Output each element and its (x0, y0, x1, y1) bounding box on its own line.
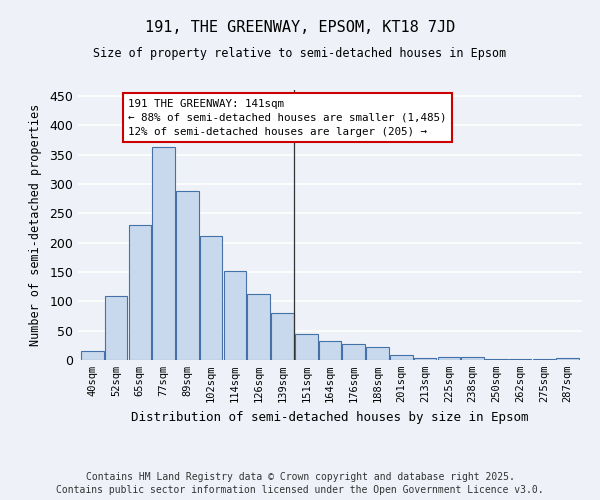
Y-axis label: Number of semi-detached properties: Number of semi-detached properties (29, 104, 43, 346)
Bar (414, 358, 436, 360)
Bar (556, 358, 579, 360)
Text: 191, THE GREENWAY, EPSOM, KT18 7JD: 191, THE GREENWAY, EPSOM, KT18 7JD (145, 20, 455, 35)
Bar (437, 357, 460, 360)
Bar (81, 351, 104, 360)
Bar (319, 340, 341, 360)
Bar (271, 313, 294, 360)
Bar (247, 294, 270, 360)
Text: Contains HM Land Registry data © Crown copyright and database right 2025.: Contains HM Land Registry data © Crown c… (86, 472, 514, 482)
Text: 191 THE GREENWAY: 141sqm
← 88% of semi-detached houses are smaller (1,485)
12% o: 191 THE GREENWAY: 141sqm ← 88% of semi-d… (128, 99, 446, 137)
Bar (461, 357, 484, 360)
Text: Contains public sector information licensed under the Open Government Licence v3: Contains public sector information licen… (56, 485, 544, 495)
Bar (295, 334, 317, 360)
Bar (390, 354, 413, 360)
Bar (366, 347, 389, 360)
Bar (200, 236, 223, 360)
Bar (176, 191, 199, 360)
Bar (224, 272, 246, 360)
X-axis label: Distribution of semi-detached houses by size in Epsom: Distribution of semi-detached houses by … (131, 410, 529, 424)
Bar (105, 296, 127, 360)
Bar (152, 147, 175, 360)
Text: Size of property relative to semi-detached houses in Epsom: Size of property relative to semi-detach… (94, 48, 506, 60)
Bar (128, 225, 151, 360)
Bar (343, 344, 365, 360)
